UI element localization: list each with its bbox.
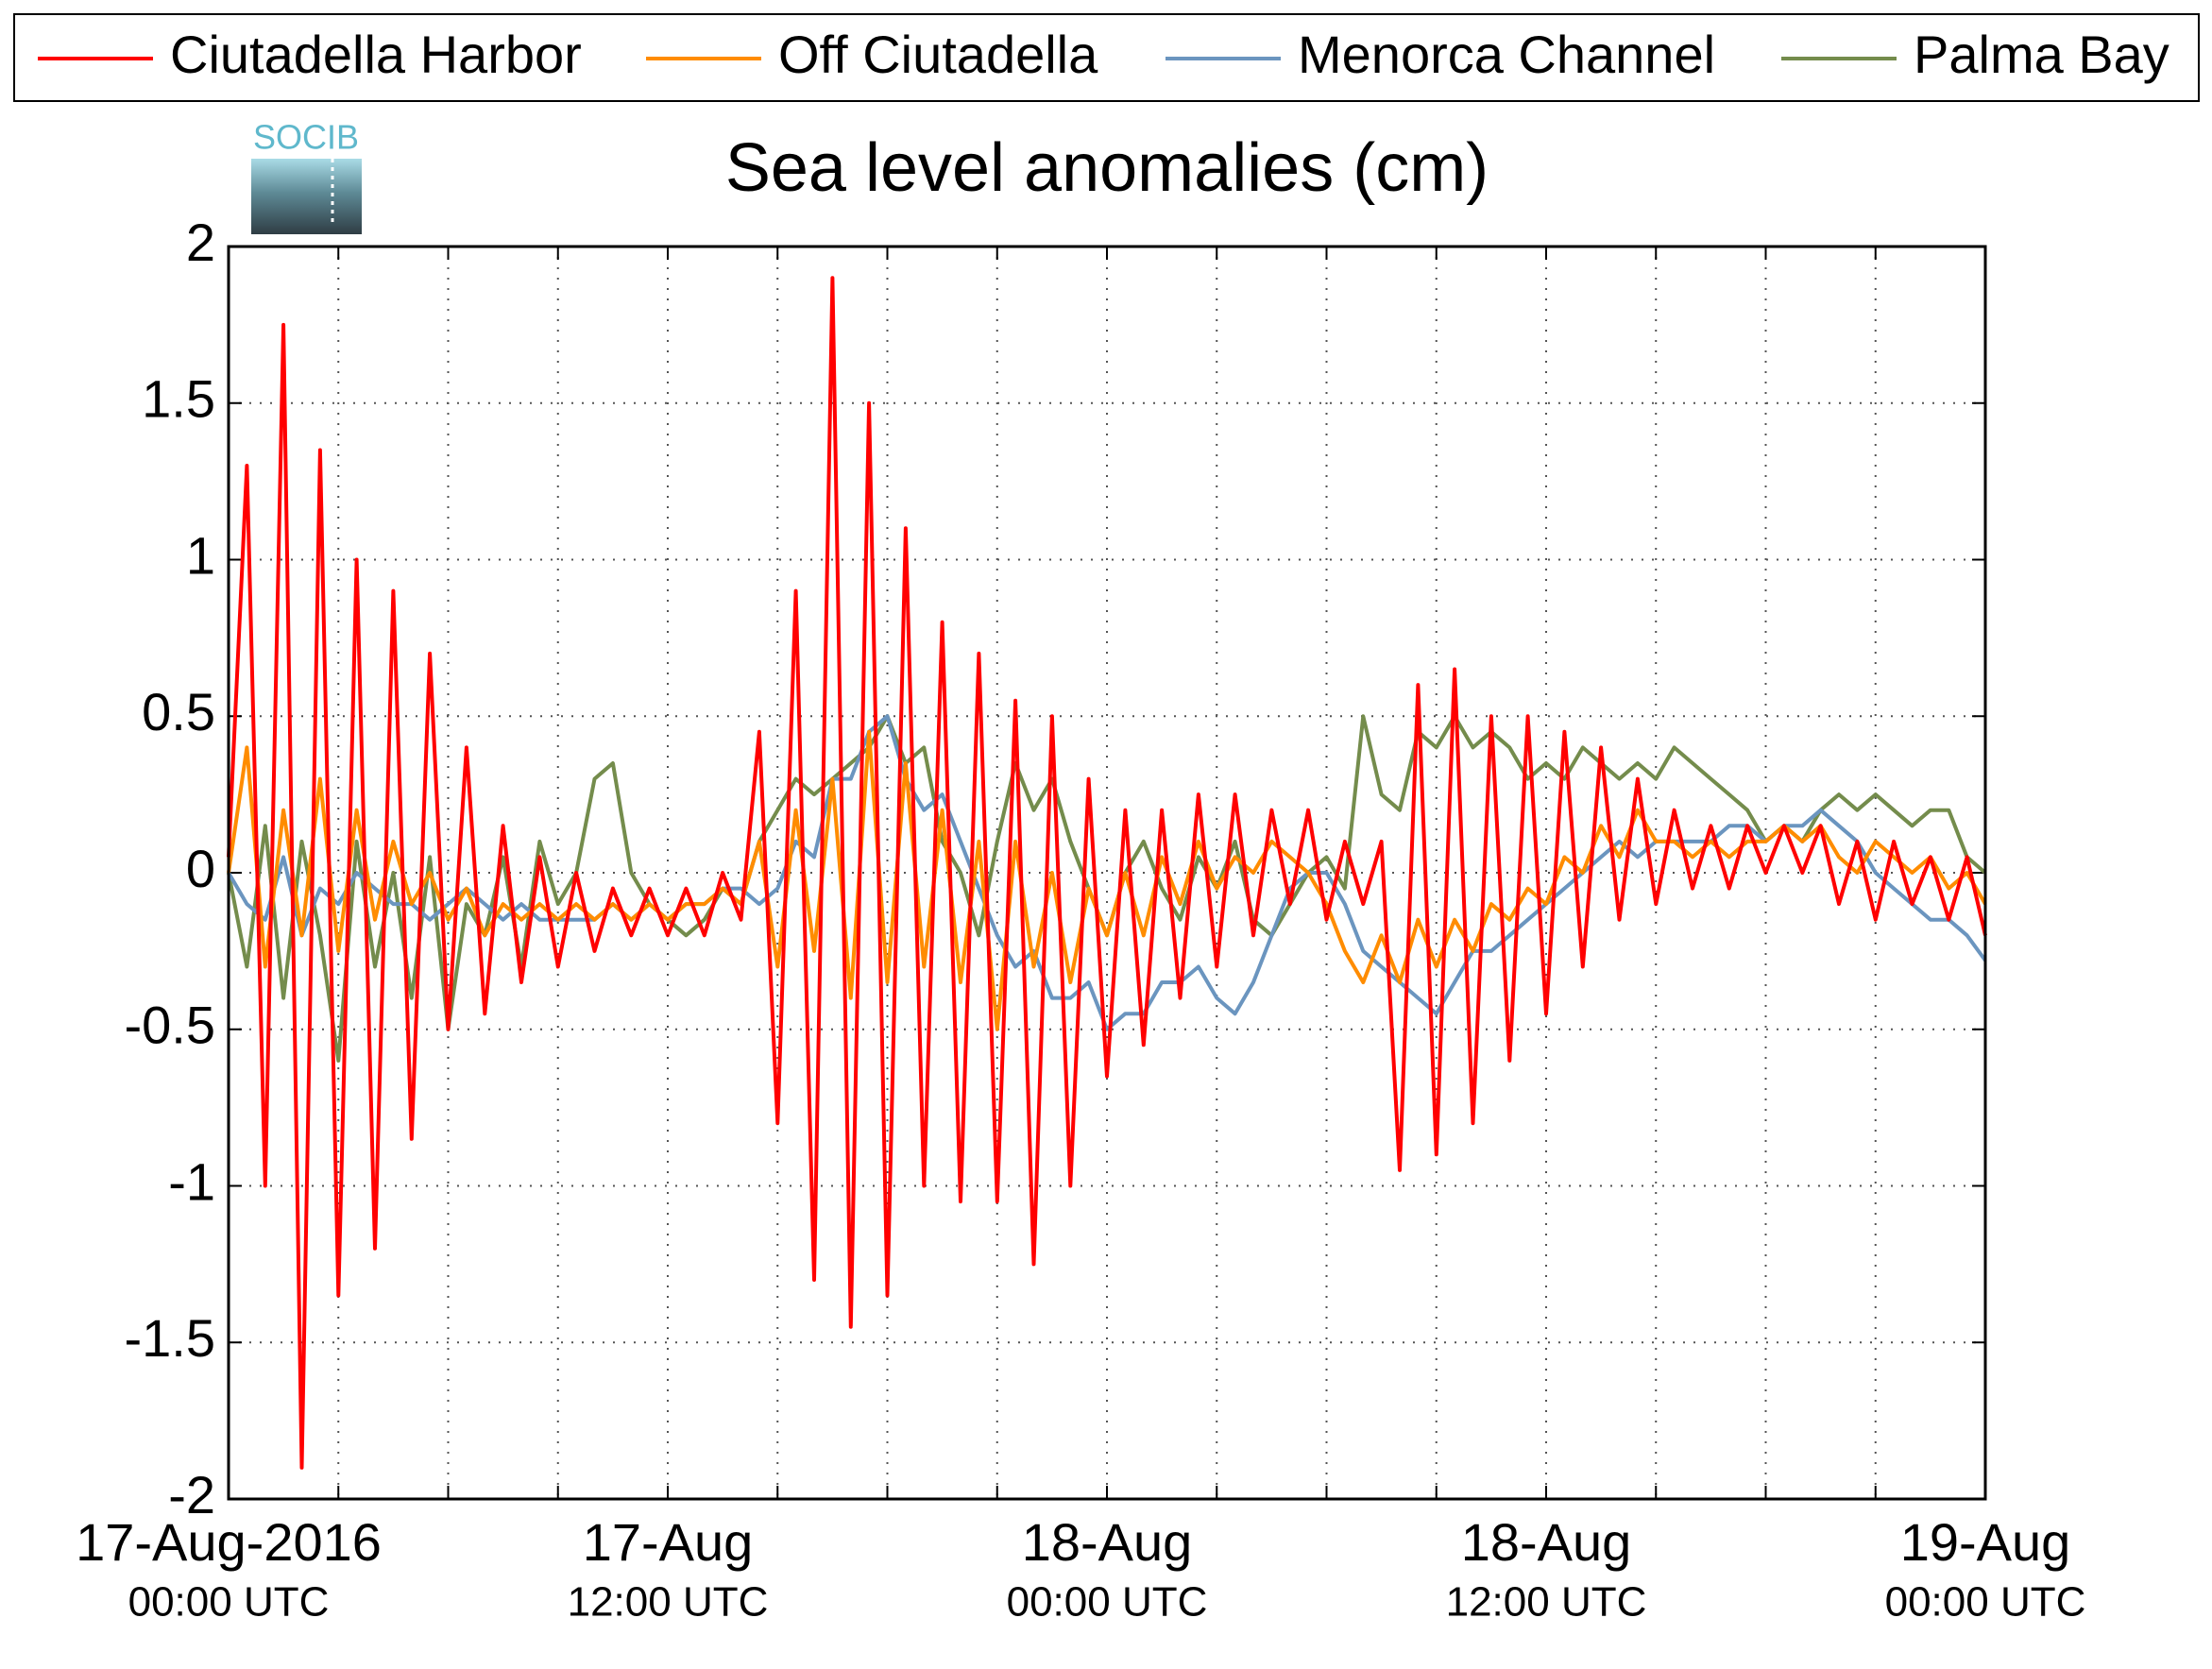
- x-tick-label: 17-Aug: [583, 1512, 754, 1572]
- x-tick-sublabel: 12:00 UTC: [1446, 1579, 1647, 1626]
- legend-label: Ciutadella Harbor: [170, 25, 582, 84]
- legend-label: Off Ciutadella: [778, 25, 1098, 84]
- y-tick-label: -2: [168, 1465, 215, 1524]
- logo-text: SOCIB: [253, 118, 359, 157]
- x-tick-sublabel: 00:00 UTC: [128, 1579, 330, 1626]
- chart-title: Sea level anomalies (cm): [725, 130, 1489, 206]
- y-tick-label: 0: [186, 839, 215, 898]
- logo-image: [251, 159, 362, 234]
- y-tick-label: 0.5: [142, 682, 215, 741]
- plot-frame: [227, 245, 1987, 1501]
- y-tick-label: 1: [186, 525, 215, 585]
- legend-label: Menorca Channel: [1298, 25, 1715, 84]
- x-tick-label: 18-Aug: [1022, 1512, 1193, 1572]
- y-tick-label: -1.5: [125, 1308, 216, 1368]
- y-tick-label: -1: [168, 1151, 215, 1211]
- series-line: [227, 729, 1987, 1031]
- logo: SOCIB: [251, 118, 362, 234]
- x-tick-label: 18-Aug: [1461, 1512, 1632, 1572]
- y-tick-label: 2: [186, 213, 215, 272]
- x-tick-sublabel: 00:00 UTC: [1007, 1579, 1208, 1626]
- x-tick-sublabel: 00:00 UTC: [1885, 1579, 2086, 1626]
- series-line: [227, 276, 1987, 1470]
- x-tick-sublabel: 12:00 UTC: [568, 1579, 769, 1626]
- x-tick-label: 19-Aug: [1900, 1512, 2071, 1572]
- series-line: [227, 714, 1987, 1031]
- legend-label: Palma Bay: [1914, 25, 2169, 84]
- x-tick-label: 17-Aug-2016: [76, 1512, 382, 1572]
- y-tick-label: -0.5: [125, 996, 216, 1055]
- y-tick-label: 1.5: [142, 369, 215, 429]
